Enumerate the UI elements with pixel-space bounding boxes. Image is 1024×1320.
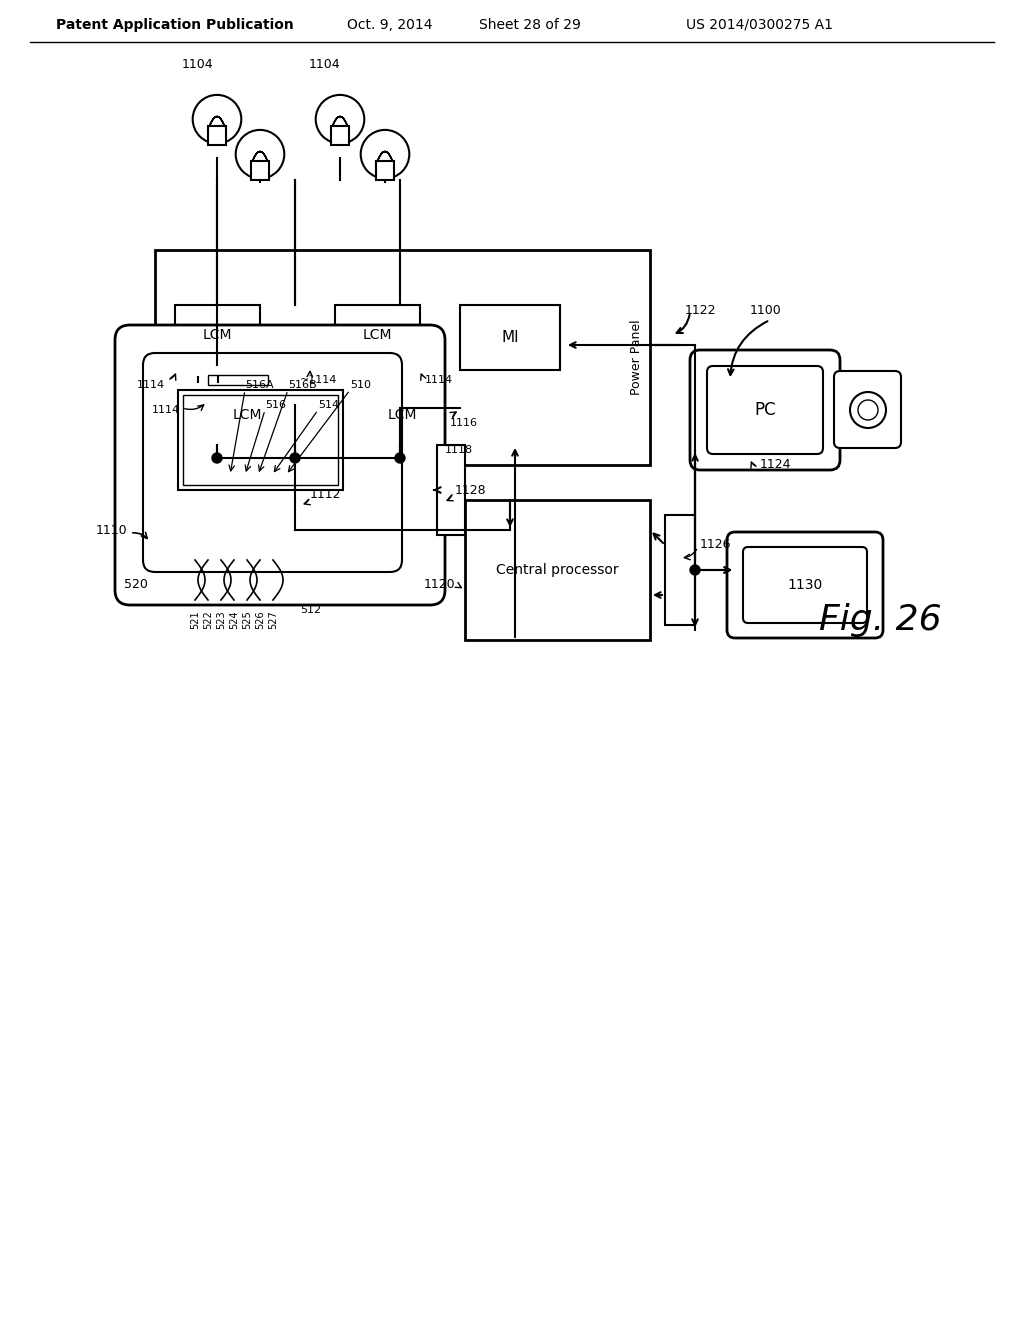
Text: Oct. 9, 2014: Oct. 9, 2014 xyxy=(347,18,433,32)
Bar xyxy=(178,389,343,490)
Text: 522: 522 xyxy=(203,611,213,630)
Text: 1114: 1114 xyxy=(425,375,454,385)
FancyBboxPatch shape xyxy=(143,352,402,572)
FancyBboxPatch shape xyxy=(743,546,867,623)
Bar xyxy=(175,305,260,366)
Text: 526: 526 xyxy=(255,611,265,630)
Text: MI: MI xyxy=(501,330,519,345)
Text: 516B: 516B xyxy=(288,380,316,389)
Text: 1130: 1130 xyxy=(787,578,822,591)
Bar xyxy=(331,125,349,145)
Bar xyxy=(460,305,560,370)
Text: LCM: LCM xyxy=(362,327,392,342)
Text: 516A: 516A xyxy=(245,380,273,389)
Text: 1112: 1112 xyxy=(310,488,341,502)
FancyBboxPatch shape xyxy=(727,532,883,638)
Text: 1128: 1128 xyxy=(455,483,486,496)
Text: 521: 521 xyxy=(190,611,200,630)
Text: 1114: 1114 xyxy=(152,405,180,414)
Text: 525: 525 xyxy=(242,611,252,630)
Text: 1124: 1124 xyxy=(760,458,792,471)
FancyBboxPatch shape xyxy=(834,371,901,447)
Bar xyxy=(205,385,290,445)
Text: PC: PC xyxy=(755,401,776,418)
Text: 1110: 1110 xyxy=(95,524,127,536)
Text: 527: 527 xyxy=(268,611,278,630)
Text: 1116: 1116 xyxy=(450,418,478,428)
Bar xyxy=(208,125,226,145)
Text: 514: 514 xyxy=(318,400,339,411)
Text: 1100: 1100 xyxy=(750,304,781,317)
Bar xyxy=(437,445,465,535)
Text: US 2014/0300275 A1: US 2014/0300275 A1 xyxy=(686,18,834,32)
Text: 512: 512 xyxy=(300,605,322,615)
Text: ~1114: ~1114 xyxy=(300,375,337,385)
Bar xyxy=(376,161,394,181)
Circle shape xyxy=(395,453,406,463)
Text: 523: 523 xyxy=(216,611,226,630)
Text: 516: 516 xyxy=(265,400,286,411)
Text: LCM: LCM xyxy=(388,408,417,422)
Text: 1122: 1122 xyxy=(685,304,717,317)
Text: Sheet 28 of 29: Sheet 28 of 29 xyxy=(479,18,581,32)
Text: 1114: 1114 xyxy=(137,380,165,389)
Bar xyxy=(155,249,650,465)
Text: LCM: LCM xyxy=(203,327,232,342)
Text: 520: 520 xyxy=(124,578,148,591)
Text: Fig. 26: Fig. 26 xyxy=(818,603,941,638)
Circle shape xyxy=(290,453,300,463)
Text: 510: 510 xyxy=(350,380,371,389)
FancyBboxPatch shape xyxy=(707,366,823,454)
FancyBboxPatch shape xyxy=(115,325,445,605)
Text: Central processor: Central processor xyxy=(497,564,618,577)
Bar xyxy=(360,385,445,445)
Text: 1104: 1104 xyxy=(181,58,213,71)
Text: 1118: 1118 xyxy=(445,445,473,455)
Text: Power Panel: Power Panel xyxy=(630,319,642,395)
Text: 524: 524 xyxy=(229,611,239,630)
Bar xyxy=(251,161,269,181)
Text: 1120: 1120 xyxy=(423,578,455,591)
Bar xyxy=(665,515,695,624)
Text: Patent Application Publication: Patent Application Publication xyxy=(56,18,294,32)
Circle shape xyxy=(212,453,222,463)
Text: 1126: 1126 xyxy=(700,539,731,552)
Text: 1104: 1104 xyxy=(308,58,340,71)
Bar xyxy=(335,305,420,366)
Circle shape xyxy=(690,565,700,576)
Bar xyxy=(183,395,338,484)
FancyBboxPatch shape xyxy=(690,350,840,470)
Bar xyxy=(465,500,650,640)
Text: LCM: LCM xyxy=(232,408,262,422)
Bar xyxy=(208,375,268,385)
